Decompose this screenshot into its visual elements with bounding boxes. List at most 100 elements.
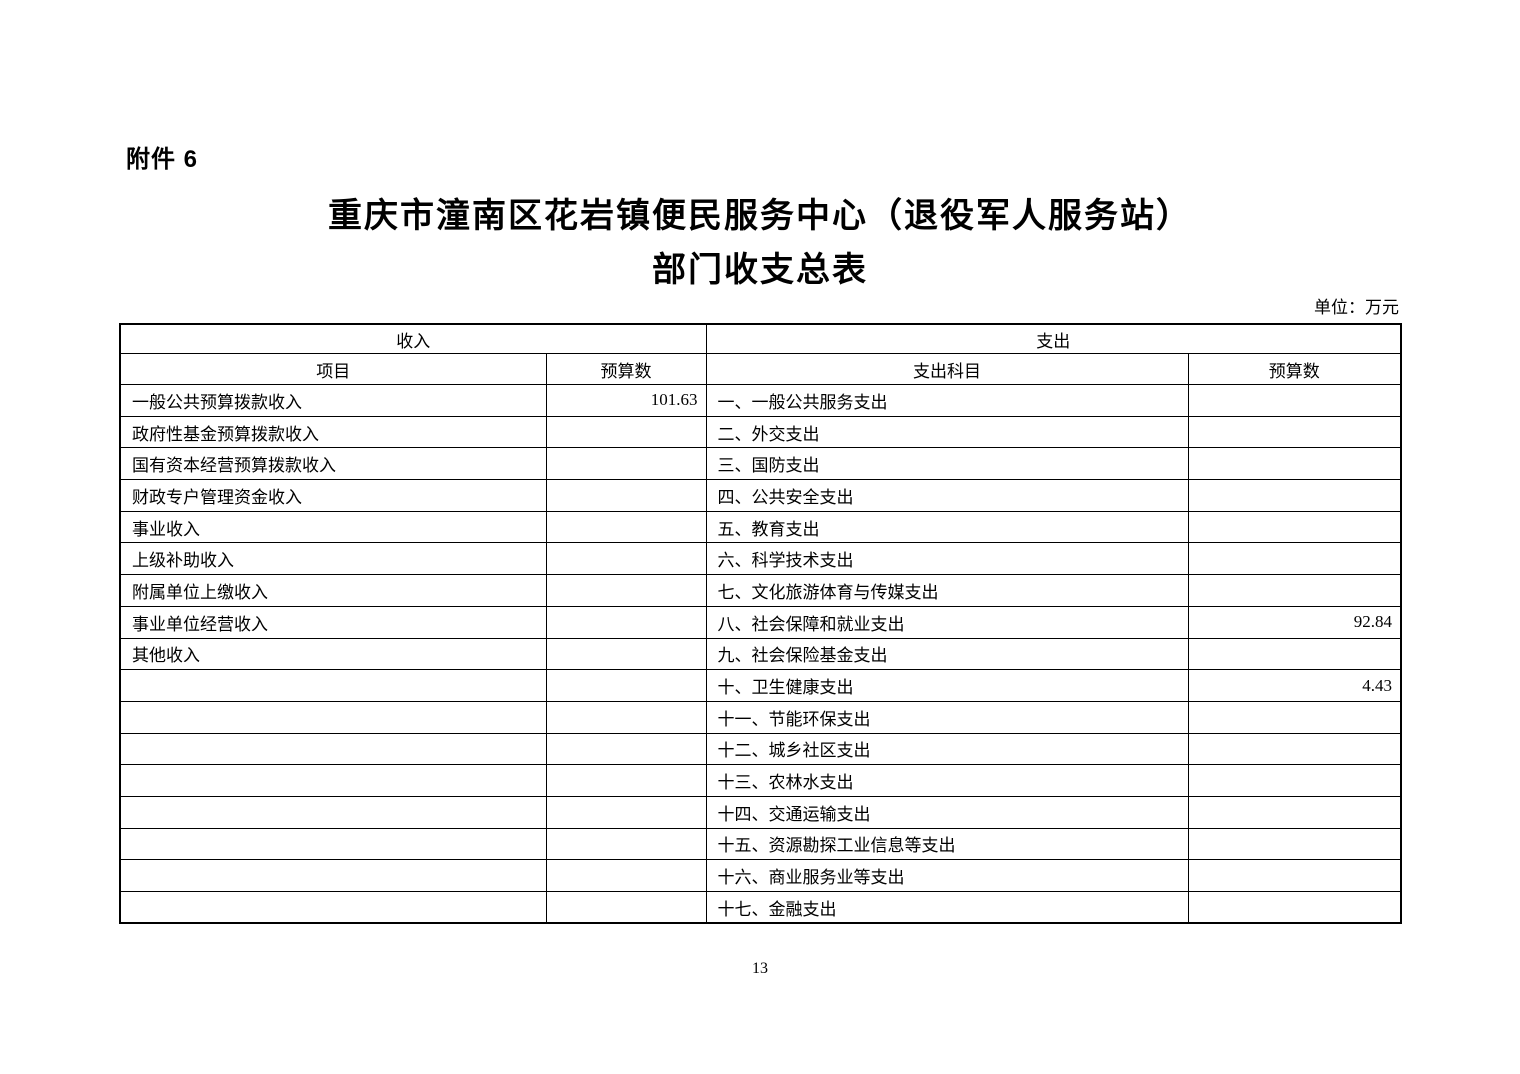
expense-budget-cell <box>1187 542 1402 576</box>
budget-summary-table: 收入 支出 项目 预算数 支出科目 预算数 一般公共预算拨款收入 101.63 一、… <box>119 323 1402 925</box>
income-budget-cell <box>545 637 707 671</box>
expense-budget-cell <box>1187 447 1402 481</box>
table-row: 事业单位经营收入 八、社会保障和就业支出 92.84 <box>119 605 1402 639</box>
expense-item-cell: 六、科学技术支出 <box>705 542 1189 576</box>
income-budget-cell <box>545 510 707 544</box>
expense-budget-cell <box>1187 795 1402 829</box>
table-row: 附属单位上缴收入 七、文化旅游体育与传媒支出 <box>119 574 1402 607</box>
table-row: 十一、节能环保支出 <box>119 700 1402 734</box>
attachment-label: 附件 6 <box>126 146 199 173</box>
expense-item-cell: 四、公共安全支出 <box>705 479 1189 512</box>
income-budget-cell <box>545 542 707 576</box>
income-budget-cell <box>545 574 707 607</box>
income-budget-cell <box>545 447 707 481</box>
table-row: 十三、农林水支出 <box>119 764 1402 797</box>
income-item-cell: 一般公共预算拨款收入 <box>119 384 547 417</box>
income-budget-cell <box>545 764 707 797</box>
table-row: 十二、城乡社区支出 <box>119 732 1402 766</box>
income-item-cell: 政府性基金预算拨款收入 <box>119 415 547 449</box>
income-budget-cell <box>545 732 707 766</box>
income-budget-cell <box>545 827 707 861</box>
income-item-cell <box>119 669 547 702</box>
expense-budget-cell <box>1187 637 1402 671</box>
income-budget-column-header: 预算数 <box>545 353 707 385</box>
income-budget-cell <box>545 795 707 829</box>
income-item-cell <box>119 891 547 924</box>
expense-item-cell: 三、国防支出 <box>705 447 1189 481</box>
income-budget-cell <box>545 479 707 512</box>
income-item-cell <box>119 795 547 829</box>
document-title-line1: 重庆市潼南区花岩镇便民服务中心（退役军人服务站） <box>328 198 1192 235</box>
expense-budget-cell <box>1187 732 1402 766</box>
expense-budget-cell <box>1187 700 1402 734</box>
income-item-cell: 附属单位上缴收入 <box>119 574 547 607</box>
income-budget-cell <box>545 669 707 702</box>
table-row: 十四、交通运输支出 <box>119 795 1402 829</box>
income-item-cell: 事业单位经营收入 <box>119 605 547 639</box>
expense-budget-column-header: 预算数 <box>1187 353 1402 385</box>
expense-item-cell: 十五、资源勘探工业信息等支出 <box>705 827 1189 861</box>
expense-budget-cell <box>1187 764 1402 797</box>
section-header-row: 收入 支出 <box>119 323 1402 354</box>
expense-item-cell: 二、外交支出 <box>705 415 1189 449</box>
expense-item-cell: 十六、商业服务业等支出 <box>705 859 1189 892</box>
expense-budget-cell <box>1187 479 1402 512</box>
expense-item-cell: 七、文化旅游体育与传媒支出 <box>705 574 1189 607</box>
income-item-cell <box>119 764 547 797</box>
expense-budget-cell: 4.43 <box>1187 669 1402 702</box>
income-budget-cell: 101.63 <box>545 384 707 417</box>
expense-item-cell: 九、社会保险基金支出 <box>705 637 1189 671</box>
income-budget-cell <box>545 605 707 639</box>
expense-item-cell: 十二、城乡社区支出 <box>705 732 1189 766</box>
column-header-row: 项目 预算数 支出科目 预算数 <box>119 353 1402 385</box>
document-title-line2: 部门收支总表 <box>652 252 868 289</box>
table-row: 事业收入 五、教育支出 <box>119 510 1402 544</box>
income-budget-cell <box>545 891 707 924</box>
expense-section-header: 支出 <box>705 323 1402 354</box>
income-section-header: 收入 <box>119 323 707 354</box>
income-item-cell <box>119 700 547 734</box>
table-row: 一般公共预算拨款收入 101.63 一、一般公共服务支出 <box>119 384 1402 417</box>
income-budget-cell <box>545 700 707 734</box>
table-row: 财政专户管理资金收入 四、公共安全支出 <box>119 479 1402 512</box>
income-item-cell <box>119 827 547 861</box>
table-row: 国有资本经营预算拨款收入 三、国防支出 <box>119 447 1402 481</box>
table-row: 其他收入 九、社会保险基金支出 <box>119 637 1402 671</box>
expense-item-cell: 五、教育支出 <box>705 510 1189 544</box>
income-item-cell: 事业收入 <box>119 510 547 544</box>
income-item-cell <box>119 732 547 766</box>
page-number: 13 <box>752 960 768 977</box>
table-row: 上级补助收入 六、科学技术支出 <box>119 542 1402 576</box>
expense-budget-cell <box>1187 574 1402 607</box>
expense-budget-cell <box>1187 510 1402 544</box>
income-item-cell: 上级补助收入 <box>119 542 547 576</box>
expense-item-cell: 十一、节能环保支出 <box>705 700 1189 734</box>
income-item-cell: 财政专户管理资金收入 <box>119 479 547 512</box>
income-item-cell: 其他收入 <box>119 637 547 671</box>
income-item-column-header: 项目 <box>119 353 547 385</box>
table-row: 政府性基金预算拨款收入 二、外交支出 <box>119 415 1402 449</box>
expense-item-cell: 八、社会保障和就业支出 <box>705 605 1189 639</box>
income-item-cell <box>119 859 547 892</box>
income-budget-cell <box>545 859 707 892</box>
expense-item-cell: 一、一般公共服务支出 <box>705 384 1189 417</box>
income-item-cell: 国有资本经营预算拨款收入 <box>119 447 547 481</box>
expense-item-cell: 十三、农林水支出 <box>705 764 1189 797</box>
budget-table-body: 一般公共预算拨款收入 101.63 一、一般公共服务支出 政府性基金预算拨款收入 二、外… <box>119 384 1402 924</box>
table-row: 十五、资源勘探工业信息等支出 <box>119 827 1402 861</box>
expense-budget-cell <box>1187 415 1402 449</box>
table-row: 十六、商业服务业等支出 <box>119 859 1402 892</box>
expense-budget-cell: 92.84 <box>1187 605 1402 639</box>
expense-budget-cell <box>1187 827 1402 861</box>
income-budget-cell <box>545 415 707 449</box>
expense-item-cell: 十四、交通运输支出 <box>705 795 1189 829</box>
expense-item-column-header: 支出科目 <box>705 353 1189 385</box>
expense-budget-cell <box>1187 859 1402 892</box>
expense-item-cell: 十七、金融支出 <box>705 891 1189 924</box>
expense-budget-cell <box>1187 384 1402 417</box>
unit-label: 单位：万元 <box>1314 298 1399 317</box>
expense-budget-cell <box>1187 891 1402 924</box>
table-row: 十、卫生健康支出 4.43 <box>119 669 1402 702</box>
table-row: 十七、金融支出 <box>119 891 1402 924</box>
